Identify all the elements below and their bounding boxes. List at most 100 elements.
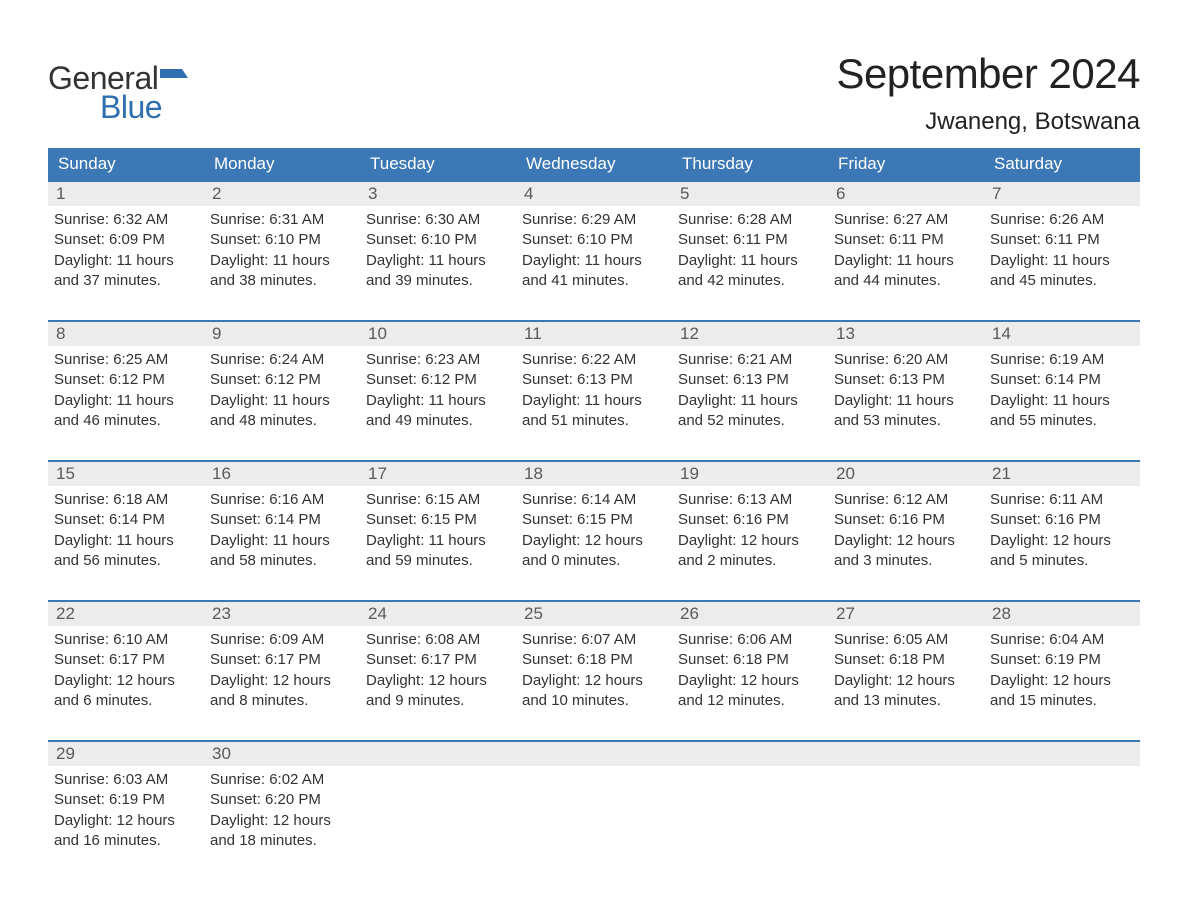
- empty-day-cell: [360, 742, 516, 862]
- day-details: Sunrise: 6:30 AMSunset: 6:10 PMDaylight:…: [360, 206, 516, 295]
- day-header: Friday: [828, 148, 984, 180]
- day-details: Sunrise: 6:14 AMSunset: 6:15 PMDaylight:…: [516, 486, 672, 575]
- day-details: Sunrise: 6:22 AMSunset: 6:13 PMDaylight:…: [516, 346, 672, 435]
- daylight-line: Daylight: 12 hours and 5 minutes.: [990, 531, 1132, 572]
- day-cell: 21Sunrise: 6:11 AMSunset: 6:16 PMDayligh…: [984, 462, 1140, 582]
- day-cell: 29Sunrise: 6:03 AMSunset: 6:19 PMDayligh…: [48, 742, 204, 862]
- day-number: 9: [204, 322, 360, 346]
- sunrise-line: Sunrise: 6:02 AM: [210, 770, 352, 790]
- sunrise-line: Sunrise: 6:16 AM: [210, 490, 352, 510]
- week-row: 1Sunrise: 6:32 AMSunset: 6:09 PMDaylight…: [48, 180, 1140, 302]
- sunrise-line: Sunrise: 6:15 AM: [366, 490, 508, 510]
- daylight-line: Daylight: 11 hours and 46 minutes.: [54, 391, 196, 432]
- sunset-line: Sunset: 6:13 PM: [522, 370, 664, 390]
- sunset-line: Sunset: 6:14 PM: [54, 510, 196, 530]
- sunrise-line: Sunrise: 6:24 AM: [210, 350, 352, 370]
- day-details: Sunrise: 6:26 AMSunset: 6:11 PMDaylight:…: [984, 206, 1140, 295]
- daylight-line: Daylight: 11 hours and 39 minutes.: [366, 251, 508, 292]
- day-number: 18: [516, 462, 672, 486]
- week-row: 8Sunrise: 6:25 AMSunset: 6:12 PMDaylight…: [48, 320, 1140, 442]
- day-details: Sunrise: 6:11 AMSunset: 6:16 PMDaylight:…: [984, 486, 1140, 575]
- flag-icon: [160, 67, 188, 94]
- header-area: General Blue September 2024 Jwaneng, Bot…: [48, 50, 1140, 136]
- sunrise-line: Sunrise: 6:30 AM: [366, 210, 508, 230]
- day-cell: 5Sunrise: 6:28 AMSunset: 6:11 PMDaylight…: [672, 182, 828, 302]
- day-number: 10: [360, 322, 516, 346]
- day-details: Sunrise: 6:13 AMSunset: 6:16 PMDaylight:…: [672, 486, 828, 575]
- sunset-line: Sunset: 6:12 PM: [54, 370, 196, 390]
- day-number: 23: [204, 602, 360, 626]
- day-number: 19: [672, 462, 828, 486]
- sunset-line: Sunset: 6:17 PM: [210, 650, 352, 670]
- sunrise-line: Sunrise: 6:06 AM: [678, 630, 820, 650]
- sunset-line: Sunset: 6:16 PM: [678, 510, 820, 530]
- day-details: Sunrise: 6:18 AMSunset: 6:14 PMDaylight:…: [48, 486, 204, 575]
- sunset-line: Sunset: 6:17 PM: [366, 650, 508, 670]
- day-number: 20: [828, 462, 984, 486]
- day-header: Wednesday: [516, 148, 672, 180]
- week-row: 22Sunrise: 6:10 AMSunset: 6:17 PMDayligh…: [48, 600, 1140, 722]
- sunrise-line: Sunrise: 6:18 AM: [54, 490, 196, 510]
- empty-day-bar: [828, 742, 984, 766]
- sunset-line: Sunset: 6:11 PM: [678, 230, 820, 250]
- sunrise-line: Sunrise: 6:13 AM: [678, 490, 820, 510]
- empty-day-bar: [984, 742, 1140, 766]
- day-details: Sunrise: 6:29 AMSunset: 6:10 PMDaylight:…: [516, 206, 672, 295]
- day-cell: 8Sunrise: 6:25 AMSunset: 6:12 PMDaylight…: [48, 322, 204, 442]
- day-number: 30: [204, 742, 360, 766]
- sunrise-line: Sunrise: 6:14 AM: [522, 490, 664, 510]
- title-block: September 2024 Jwaneng, Botswana: [836, 50, 1140, 136]
- sunset-line: Sunset: 6:18 PM: [678, 650, 820, 670]
- sunset-line: Sunset: 6:17 PM: [54, 650, 196, 670]
- day-number: 3: [360, 182, 516, 206]
- daylight-line: Daylight: 11 hours and 41 minutes.: [522, 251, 664, 292]
- sunrise-line: Sunrise: 6:12 AM: [834, 490, 976, 510]
- day-details: Sunrise: 6:06 AMSunset: 6:18 PMDaylight:…: [672, 626, 828, 715]
- day-number: 11: [516, 322, 672, 346]
- day-cell: 23Sunrise: 6:09 AMSunset: 6:17 PMDayligh…: [204, 602, 360, 722]
- daylight-line: Daylight: 12 hours and 12 minutes.: [678, 671, 820, 712]
- sunrise-line: Sunrise: 6:26 AM: [990, 210, 1132, 230]
- sunset-line: Sunset: 6:19 PM: [990, 650, 1132, 670]
- day-cell: 30Sunrise: 6:02 AMSunset: 6:20 PMDayligh…: [204, 742, 360, 862]
- sunset-line: Sunset: 6:19 PM: [54, 790, 196, 810]
- day-number: 6: [828, 182, 984, 206]
- daylight-line: Daylight: 11 hours and 51 minutes.: [522, 391, 664, 432]
- day-cell: 2Sunrise: 6:31 AMSunset: 6:10 PMDaylight…: [204, 182, 360, 302]
- sunset-line: Sunset: 6:15 PM: [522, 510, 664, 530]
- sunset-line: Sunset: 6:16 PM: [834, 510, 976, 530]
- day-cell: 24Sunrise: 6:08 AMSunset: 6:17 PMDayligh…: [360, 602, 516, 722]
- day-cell: 27Sunrise: 6:05 AMSunset: 6:18 PMDayligh…: [828, 602, 984, 722]
- sunset-line: Sunset: 6:11 PM: [990, 230, 1132, 250]
- daylight-line: Daylight: 11 hours and 52 minutes.: [678, 391, 820, 432]
- daylight-line: Daylight: 11 hours and 44 minutes.: [834, 251, 976, 292]
- empty-day-bar: [516, 742, 672, 766]
- day-number: 1: [48, 182, 204, 206]
- sunrise-line: Sunrise: 6:29 AM: [522, 210, 664, 230]
- day-header: Monday: [204, 148, 360, 180]
- day-details: Sunrise: 6:21 AMSunset: 6:13 PMDaylight:…: [672, 346, 828, 435]
- sunrise-line: Sunrise: 6:20 AM: [834, 350, 976, 370]
- day-number: 4: [516, 182, 672, 206]
- daylight-line: Daylight: 12 hours and 10 minutes.: [522, 671, 664, 712]
- day-cell: 25Sunrise: 6:07 AMSunset: 6:18 PMDayligh…: [516, 602, 672, 722]
- day-details: Sunrise: 6:04 AMSunset: 6:19 PMDaylight:…: [984, 626, 1140, 715]
- location-label: Jwaneng, Botswana: [836, 108, 1140, 136]
- daylight-line: Daylight: 11 hours and 37 minutes.: [54, 251, 196, 292]
- week-row: 15Sunrise: 6:18 AMSunset: 6:14 PMDayligh…: [48, 460, 1140, 582]
- empty-day-cell: [516, 742, 672, 862]
- day-number: 25: [516, 602, 672, 626]
- day-details: Sunrise: 6:12 AMSunset: 6:16 PMDaylight:…: [828, 486, 984, 575]
- sunset-line: Sunset: 6:10 PM: [522, 230, 664, 250]
- day-number: 22: [48, 602, 204, 626]
- day-cell: 13Sunrise: 6:20 AMSunset: 6:13 PMDayligh…: [828, 322, 984, 442]
- sunrise-line: Sunrise: 6:28 AM: [678, 210, 820, 230]
- day-cell: 18Sunrise: 6:14 AMSunset: 6:15 PMDayligh…: [516, 462, 672, 582]
- sunrise-line: Sunrise: 6:19 AM: [990, 350, 1132, 370]
- day-number: 5: [672, 182, 828, 206]
- sunset-line: Sunset: 6:10 PM: [366, 230, 508, 250]
- sunset-line: Sunset: 6:20 PM: [210, 790, 352, 810]
- day-number: 29: [48, 742, 204, 766]
- sunrise-line: Sunrise: 6:09 AM: [210, 630, 352, 650]
- empty-day-cell: [984, 742, 1140, 862]
